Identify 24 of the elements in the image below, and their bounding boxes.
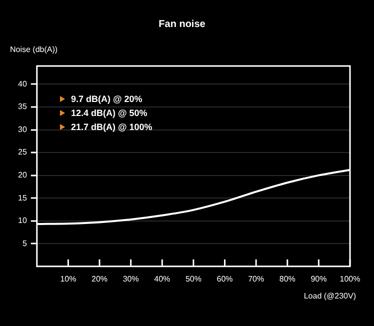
y-tick-label: 25	[18, 148, 28, 157]
x-tick-label: 50%	[185, 274, 202, 284]
annotation: 21.7 dB(A) @ 100%	[71, 122, 152, 132]
x-tick-label: 40%	[154, 274, 170, 284]
y-axis-title: Noise (db(A))	[10, 45, 58, 54]
y-tick-label: 20	[18, 170, 28, 180]
x-tick-label: 100%	[340, 274, 360, 284]
y-tick-label: 40	[18, 79, 28, 88]
annotation: 9.7 dB(A) @ 20%	[71, 94, 142, 104]
x-tick-label: 30%	[122, 274, 139, 284]
chart-title: Fan noise	[158, 18, 206, 30]
y-tick-label: 15	[18, 193, 28, 202]
x-axis-title: Load (@230V)	[304, 292, 356, 301]
y-tick-label: 35	[18, 102, 28, 112]
y-tick-label: 10	[18, 216, 28, 226]
x-tick-label: 10%	[60, 274, 76, 284]
x-tick-label: 90%	[310, 274, 327, 284]
y-tick-label: 5	[22, 238, 28, 248]
annotation: 12.4 dB(A) @ 50%	[71, 108, 148, 118]
x-tick-label: 70%	[248, 274, 264, 284]
y-tick-label: 30	[18, 124, 28, 134]
x-tick-label: 80%	[279, 274, 296, 284]
x-tick-label: 20%	[92, 274, 108, 284]
x-tick-label: 60%	[216, 274, 233, 284]
